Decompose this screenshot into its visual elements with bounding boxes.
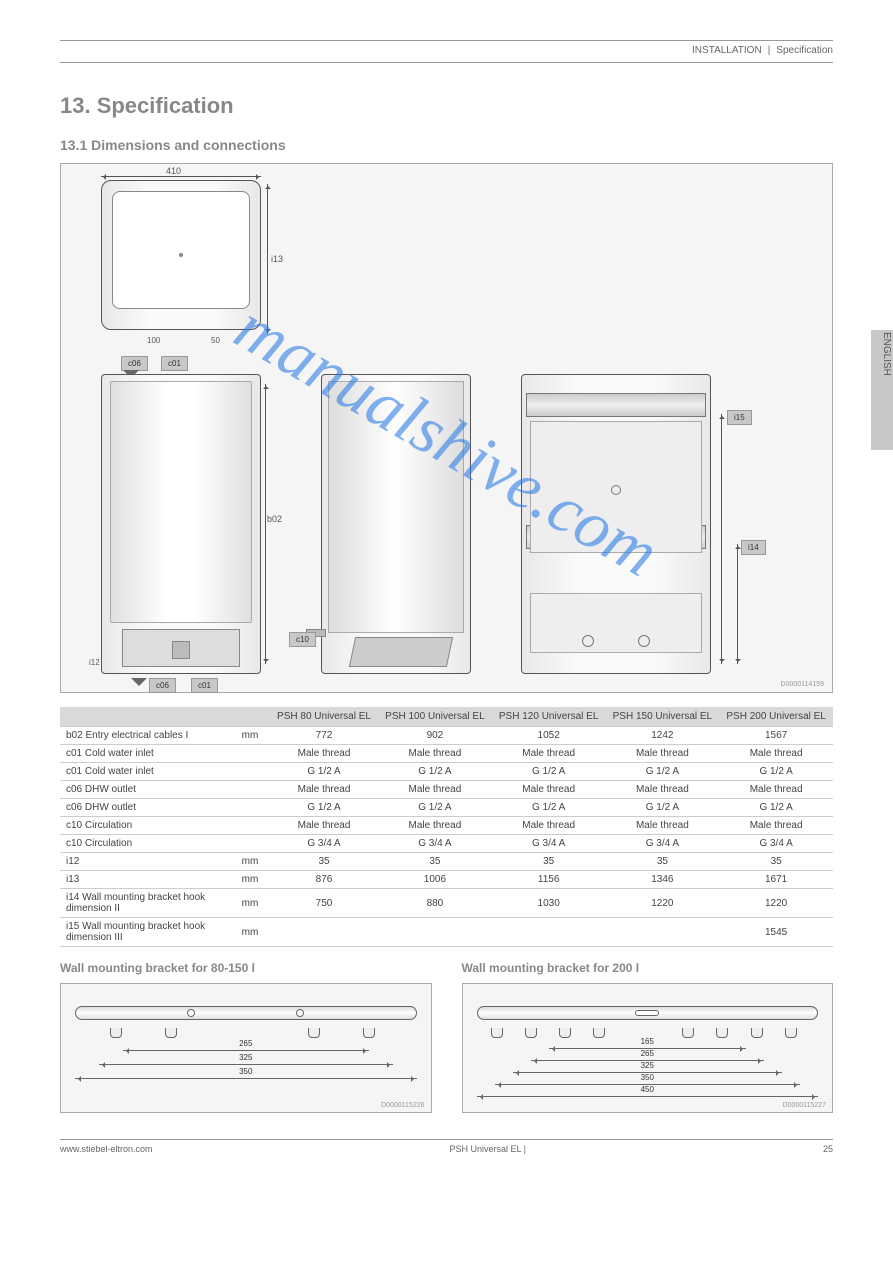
spec-col-3: PSH 100 Universal EL	[378, 707, 492, 727]
front-view	[101, 374, 261, 674]
tag-i15: i15	[727, 410, 752, 425]
subsection-title: 13.1 Dimensions and connections	[60, 137, 833, 153]
dim-i12: i12	[89, 658, 100, 667]
footer-right: 25	[823, 1144, 833, 1154]
spec-table: PSH 80 Universal ELPSH 100 Universal ELP…	[60, 707, 833, 947]
diagram-ref: D0000114159	[781, 681, 824, 688]
header-breadcrumb: INSTALLATION | Specification	[60, 45, 833, 56]
tag-c06-top: c06	[121, 356, 148, 371]
dimension-diagram: 410 i13 100 50 c06 c01 i12 b02 c06 c01 c…	[60, 163, 833, 693]
table-row: c06 DHW outletG 1/2 AG 1/2 AG 1/2 AG 1/2…	[60, 799, 833, 817]
spec-col-1	[230, 707, 270, 727]
table-row: c10 CirculationMale threadMale threadMal…	[60, 817, 833, 835]
header-subsection: Specification	[776, 45, 833, 56]
table-row: b02 Entry electrical cables Imm772902105…	[60, 727, 833, 745]
footer: www.stiebel-eltron.com PSH Universal EL …	[60, 1140, 833, 1154]
back-view	[521, 374, 711, 674]
tag-c01-front: c01	[191, 678, 218, 693]
footer-center: PSH Universal EL |	[449, 1144, 526, 1154]
tag-c10: c10	[289, 632, 316, 647]
table-row: i15 Wall mounting bracket hook dimension…	[60, 918, 833, 947]
table-row: i13 mm8761006115613461671	[60, 871, 833, 889]
table-row: i14 Wall mounting bracket hook dimension…	[60, 889, 833, 918]
header-section: INSTALLATION	[692, 45, 762, 56]
bracket200-title: Wall mounting bracket for 200 l	[462, 961, 834, 975]
dim-b02: b02	[267, 514, 282, 524]
bracket-80-diagram: 265325350 D0000115226	[60, 983, 432, 1113]
table-row: i12 mm3535353535	[60, 853, 833, 871]
bracket-200-diagram: 165265325350450 D0000115227	[462, 983, 834, 1113]
table-row: c01 Cold water inletMale threadMale thre…	[60, 745, 833, 763]
dim-i13: i13	[271, 254, 283, 264]
spec-col-5: PSH 150 Universal EL	[606, 707, 720, 727]
tag-c06-front: c06	[149, 678, 176, 693]
section-title: 13. Specification	[60, 93, 833, 119]
spec-col-4: PSH 120 Universal EL	[492, 707, 606, 727]
dim-small-100: 100	[147, 336, 160, 345]
bracket200-ref: D0000115227	[783, 1102, 826, 1109]
bracket80-title: Wall mounting bracket for 80-150 l	[60, 961, 432, 975]
spec-col-0	[60, 707, 230, 727]
lang-tab: ENGLISH	[878, 326, 893, 382]
table-row: c06 DHW outletMale threadMale threadMale…	[60, 781, 833, 799]
table-row: c01 Cold water inletG 1/2 AG 1/2 AG 1/2 …	[60, 763, 833, 781]
spec-col-2: PSH 80 Universal EL	[270, 707, 378, 727]
tag-i14: i14	[741, 540, 766, 555]
tag-c01-top: c01	[161, 356, 188, 371]
dim-small-50: 50	[211, 336, 220, 345]
top-view	[101, 180, 261, 330]
bracket80-ref: D0000115226	[381, 1102, 424, 1109]
side-view	[321, 374, 471, 674]
dim-width: 410	[166, 166, 181, 176]
footer-left: www.stiebel-eltron.com	[60, 1144, 153, 1154]
table-row: c10 CirculationG 3/4 AG 3/4 AG 3/4 AG 3/…	[60, 835, 833, 853]
spec-col-6: PSH 200 Universal EL	[719, 707, 833, 727]
